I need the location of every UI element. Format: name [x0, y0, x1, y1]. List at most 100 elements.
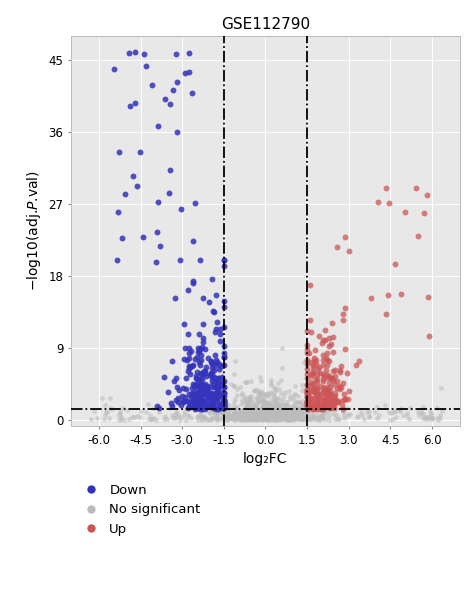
- Point: [216, 403, 224, 413]
- Point: [298, 408, 306, 417]
- Point: [433, 403, 440, 413]
- Point: [253, 411, 261, 421]
- Point: [342, 394, 349, 404]
- Point: [293, 411, 301, 421]
- Point: [265, 406, 273, 415]
- Point: [309, 379, 316, 389]
- Point: [202, 371, 210, 381]
- Point: [257, 408, 264, 418]
- Point: [217, 362, 225, 371]
- Point: [325, 400, 332, 409]
- Point: [354, 413, 361, 422]
- Point: [250, 402, 258, 411]
- Point: [305, 394, 312, 403]
- Point: [308, 401, 316, 411]
- Point: [253, 394, 260, 403]
- Point: [324, 394, 331, 403]
- Point: [292, 412, 300, 422]
- Point: [326, 398, 333, 407]
- Point: [334, 242, 341, 252]
- Point: [251, 413, 258, 422]
- Point: [274, 400, 282, 409]
- Point: [207, 394, 215, 404]
- Point: [272, 398, 280, 408]
- Point: [282, 411, 290, 421]
- Point: [276, 414, 283, 423]
- Point: [284, 409, 292, 419]
- Point: [309, 402, 317, 411]
- Point: [169, 85, 177, 94]
- Point: [236, 413, 244, 423]
- Point: [217, 414, 225, 424]
- Point: [282, 408, 290, 417]
- Point: [220, 296, 228, 305]
- Point: [200, 333, 207, 342]
- Point: [253, 412, 260, 422]
- Point: [260, 413, 268, 422]
- Point: [176, 255, 184, 265]
- Point: [285, 408, 293, 418]
- Point: [329, 384, 337, 394]
- Point: [330, 396, 337, 406]
- Point: [220, 395, 228, 404]
- Point: [263, 406, 270, 416]
- Point: [134, 181, 141, 191]
- Point: [288, 407, 296, 416]
- Point: [173, 374, 180, 383]
- Point: [283, 411, 291, 421]
- Point: [297, 415, 305, 424]
- Point: [278, 414, 285, 423]
- Point: [216, 399, 224, 408]
- Point: [284, 410, 292, 419]
- Point: [197, 350, 205, 360]
- Point: [211, 382, 219, 392]
- Point: [263, 412, 270, 422]
- Point: [326, 387, 334, 397]
- Point: [283, 414, 291, 423]
- Point: [186, 390, 193, 399]
- Point: [276, 407, 284, 416]
- Point: [310, 353, 318, 363]
- Point: [220, 413, 228, 422]
- Point: [226, 404, 233, 413]
- Point: [273, 405, 280, 414]
- Point: [263, 414, 270, 424]
- Point: [211, 327, 219, 336]
- Point: [278, 388, 285, 397]
- Point: [114, 207, 122, 217]
- Point: [318, 404, 326, 414]
- Point: [217, 380, 225, 390]
- Point: [281, 413, 289, 423]
- Point: [254, 405, 262, 414]
- Point: [260, 412, 268, 422]
- Point: [303, 403, 311, 413]
- Point: [330, 399, 337, 408]
- Point: [184, 404, 191, 413]
- Point: [266, 407, 274, 416]
- Point: [256, 387, 264, 397]
- Point: [206, 387, 214, 397]
- Point: [262, 405, 269, 414]
- Point: [239, 413, 246, 423]
- Point: [229, 410, 237, 419]
- Point: [184, 285, 191, 294]
- Point: [319, 401, 327, 410]
- Point: [236, 410, 244, 420]
- Point: [198, 414, 206, 424]
- Point: [268, 409, 275, 419]
- Point: [345, 387, 353, 396]
- Point: [287, 410, 294, 420]
- Point: [196, 403, 203, 413]
- Point: [123, 405, 130, 414]
- Point: [286, 409, 293, 419]
- Point: [237, 412, 245, 422]
- Point: [281, 404, 289, 413]
- Point: [274, 414, 282, 424]
- Point: [254, 414, 262, 424]
- Point: [321, 325, 329, 334]
- Point: [216, 324, 224, 334]
- Point: [344, 394, 352, 404]
- Point: [262, 397, 270, 406]
- Point: [329, 397, 337, 407]
- Point: [320, 382, 328, 392]
